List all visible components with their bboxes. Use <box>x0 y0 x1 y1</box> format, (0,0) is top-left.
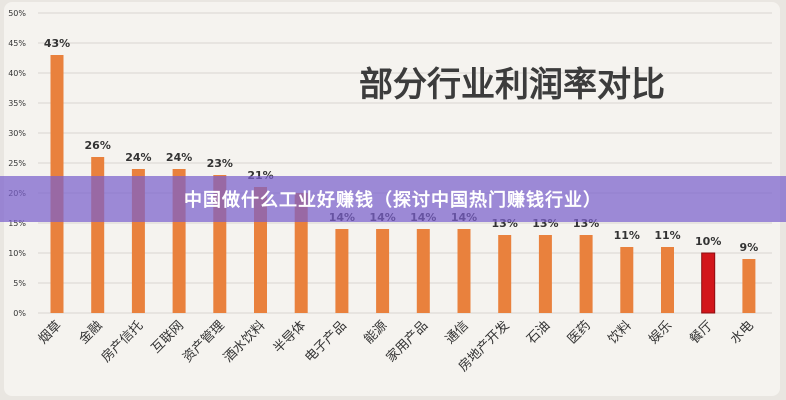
x-tick-label: 互联网 <box>149 318 187 356</box>
y-axis-ticks: 0%5%10%15%20%25%30%35%40%45%50% <box>8 9 26 318</box>
bar <box>620 247 634 313</box>
bar <box>416 229 430 313</box>
x-tick-label: 电子产品 <box>302 318 349 365</box>
value-label: 11% <box>614 229 640 242</box>
grid-lines <box>38 12 772 314</box>
y-tick-label: 50% <box>8 9 26 18</box>
value-label: 26% <box>85 139 111 152</box>
y-tick-label: 15% <box>8 219 26 228</box>
bar <box>742 259 756 313</box>
bar <box>701 252 716 314</box>
y-tick-label: 25% <box>8 159 26 168</box>
x-tick-label: 资产管理 <box>180 318 227 365</box>
x-tick-label: 能源 <box>361 318 390 347</box>
x-tick-label: 烟草 <box>36 318 65 347</box>
value-label: 9% <box>740 241 759 254</box>
value-label: 10% <box>695 235 721 248</box>
x-tick-label: 医药 <box>565 318 594 347</box>
x-tick-label: 水电 <box>728 318 757 347</box>
bar <box>498 235 512 313</box>
y-tick-label: 30% <box>8 129 26 138</box>
x-tick-label: 半导体 <box>271 318 309 356</box>
x-tick-label: 通信 <box>443 318 472 347</box>
value-label: 43% <box>44 37 70 50</box>
bar <box>457 229 471 313</box>
x-tick-label: 金融 <box>76 318 106 348</box>
x-tick-label: 房产信托 <box>98 318 146 366</box>
y-tick-label: 10% <box>8 249 26 258</box>
bar <box>661 247 674 313</box>
value-label: 11% <box>654 229 680 242</box>
bar <box>376 229 390 313</box>
bar <box>538 235 552 313</box>
y-tick-label: 0% <box>13 309 26 318</box>
x-tick-label: 石油 <box>524 318 553 347</box>
chart-title: 部分行业利润率对比 <box>359 65 665 105</box>
x-axis-ticks: 烟草 金融房产信托 互联网资产管理酒水饮料 半导体电子产品 能源家用产品 通信房地产开发石… <box>36 318 757 375</box>
bar <box>294 193 308 313</box>
y-tick-label: 45% <box>8 39 26 48</box>
title-banner: 中国做什么工业好赚钱（探讨中国热门赚钱行业） <box>0 176 786 222</box>
value-label: 24% <box>125 151 151 164</box>
value-label: 23% <box>207 157 233 170</box>
x-tick-label: 娱乐 <box>646 318 675 347</box>
banner-text: 中国做什么工业好赚钱（探讨中国热门赚钱行业） <box>184 190 602 211</box>
x-tick-label: 家用产品 <box>383 318 431 366</box>
bar <box>579 235 593 313</box>
y-tick-label: 35% <box>8 99 26 108</box>
x-tick-label: 酒水饮料 <box>221 318 268 365</box>
y-tick-label: 5% <box>13 279 26 288</box>
x-tick-label: 饮料 <box>606 318 635 347</box>
x-tick-label: 餐厅 <box>686 318 716 348</box>
y-tick-label: 40% <box>8 69 26 78</box>
bar <box>335 229 349 313</box>
value-label: 24% <box>166 151 192 164</box>
